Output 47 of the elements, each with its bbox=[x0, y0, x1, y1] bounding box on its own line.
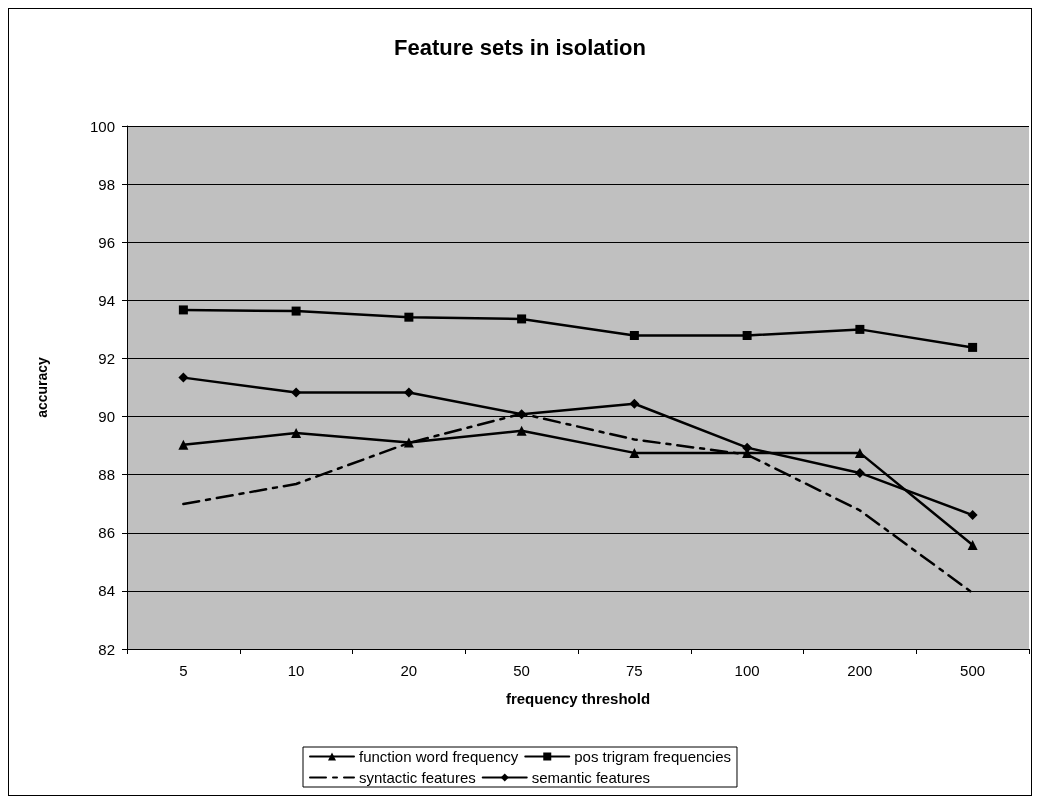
y-tick-label: 88 bbox=[98, 466, 115, 484]
point bbox=[403, 437, 414, 448]
point bbox=[178, 305, 188, 315]
y-tick-label: 84 bbox=[98, 582, 115, 600]
point bbox=[178, 439, 189, 450]
y-tick-label: 94 bbox=[98, 291, 115, 309]
y-tick-label: 92 bbox=[98, 349, 115, 367]
y-tick-label: 98 bbox=[98, 175, 115, 193]
point bbox=[742, 442, 753, 453]
y-tick-label: 90 bbox=[98, 408, 115, 426]
point bbox=[517, 314, 527, 324]
point bbox=[403, 387, 414, 398]
x-tick-label: 5 bbox=[179, 662, 188, 679]
legend-label: semantic features bbox=[531, 769, 651, 786]
x-tick-label: 100 bbox=[734, 662, 760, 679]
x-tick-label: 500 bbox=[960, 662, 986, 679]
point bbox=[967, 539, 978, 550]
x-tick-label: 75 bbox=[626, 662, 643, 679]
point bbox=[854, 467, 865, 478]
legend-label: syntactic features bbox=[359, 769, 476, 786]
point bbox=[629, 330, 639, 340]
x-tick-label: 10 bbox=[287, 662, 305, 679]
legend-label: pos trigram frequencies bbox=[574, 748, 732, 765]
point bbox=[967, 510, 978, 521]
point bbox=[291, 428, 302, 439]
point bbox=[291, 387, 302, 398]
y-tick-label: 82 bbox=[98, 640, 115, 658]
point bbox=[178, 372, 189, 383]
point bbox=[629, 447, 640, 458]
point bbox=[742, 330, 752, 340]
x-axis-title: frequency threshold bbox=[505, 690, 651, 707]
y-tick-label: 96 bbox=[98, 233, 115, 251]
point bbox=[291, 306, 301, 316]
point bbox=[404, 312, 414, 322]
x-tick-label: 200 bbox=[847, 662, 873, 679]
point bbox=[855, 324, 865, 334]
x-tick-label: 20 bbox=[400, 662, 418, 679]
chart-title: Feature sets in isolation bbox=[394, 34, 646, 60]
x-tick-label: 50 bbox=[513, 662, 530, 679]
y-tick-label: 86 bbox=[98, 524, 115, 542]
legend-label: function word frequency bbox=[359, 748, 519, 765]
y-axis-title: accuracy bbox=[34, 356, 50, 418]
point bbox=[968, 342, 978, 352]
point bbox=[516, 425, 527, 436]
point bbox=[854, 447, 865, 458]
y-tick-label: 100 bbox=[89, 117, 115, 135]
point bbox=[629, 398, 640, 409]
